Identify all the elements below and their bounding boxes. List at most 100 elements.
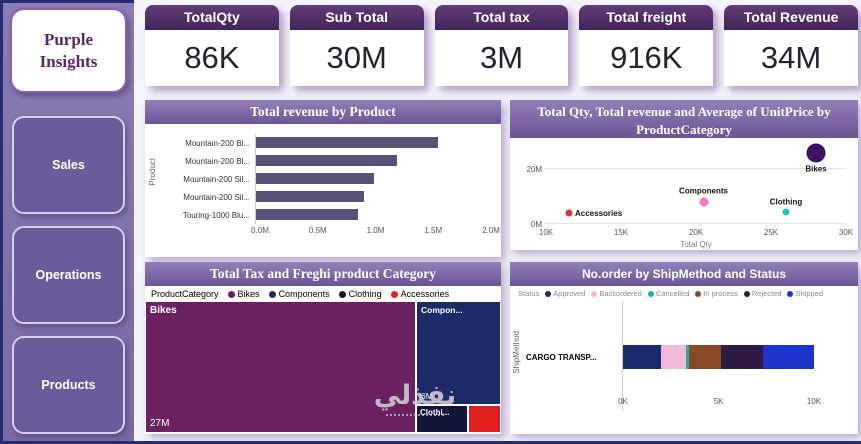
x-axis-tick: 1.0M <box>366 226 385 235</box>
treemap-node-components[interactable]: Compon... 6M <box>417 302 500 404</box>
x-axis-tick: 0.5M <box>308 226 327 235</box>
legend-item-bikes[interactable]: Bikes <box>227 289 260 299</box>
stacked-segment-rejected[interactable] <box>721 345 764 369</box>
treemap-node-bikes[interactable]: Bikes 27M <box>146 302 416 432</box>
stacked-bar <box>623 345 814 369</box>
legend-item-approved[interactable]: Approved <box>545 289 585 298</box>
chart-tax-freight-treemap: Total Tax and Freghi product Category Pr… <box>145 262 501 434</box>
kpi-card-total-tax[interactable]: Total tax 3M <box>434 5 569 86</box>
bar[interactable] <box>256 209 359 220</box>
revenue-ticks: 0.0M 0.5M 1.0M 1.5M 2.0M <box>251 224 500 237</box>
kpi-label: Total Revenue <box>724 5 858 30</box>
kpi-card-subtotal[interactable]: Sub Total 30M <box>289 5 424 86</box>
legend-dot <box>787 290 794 297</box>
legend-item-in-process[interactable]: In process <box>695 289 738 298</box>
legend-item-clothing[interactable]: Clothing <box>338 289 382 299</box>
legend-label: Backordered <box>599 289 642 298</box>
kpi-value: 3M <box>434 30 569 86</box>
treemap-node-label: Compon... <box>421 305 463 315</box>
stacked-segment-shipped[interactable] <box>763 345 814 369</box>
legend-items: Approved Backordered Cancelled In process Re… <box>545 289 823 298</box>
kpi-card-total-revenue[interactable]: Total Revenue 34M <box>724 5 858 86</box>
stacked-plot: 0K 5K 10K <box>618 301 821 411</box>
chart-qty-revenue-unitprice: Total Qty, Total revenue and Average of … <box>510 100 858 250</box>
legend-dot <box>227 290 235 298</box>
treemap-node-clothing[interactable]: Clothi... <box>417 406 467 432</box>
scatter-point-clothing[interactable]: Clothing <box>770 197 802 216</box>
sidebar-item-label: Operations <box>35 268 102 282</box>
bar-track <box>255 152 491 170</box>
bar-row: Touring-1000 Blu... <box>159 206 491 224</box>
legend-item-components[interactable]: Components <box>268 289 330 299</box>
x-axis-tick: 0.0M <box>251 226 269 235</box>
treemap-bottom-row: Clothi... <box>417 406 500 432</box>
sidebar-item-sales[interactable]: Sales <box>12 116 125 214</box>
scatter-point-components[interactable]: Components <box>679 187 728 207</box>
kpi-card-totalqty[interactable]: TotalQty 86K <box>145 5 279 86</box>
bar-track <box>255 134 491 152</box>
bar[interactable] <box>256 173 374 184</box>
x-axis-tick: 5K <box>713 397 724 406</box>
legend-label: Clothing <box>348 289 382 299</box>
legend-item-backordered[interactable]: Backordered <box>591 289 642 298</box>
legend-dot <box>647 290 654 297</box>
stacked-segment-backordered[interactable] <box>661 345 687 369</box>
legend-item-cancelled[interactable]: Cancelled <box>647 289 689 298</box>
sidebar-item-products[interactable]: Products <box>12 336 125 434</box>
bar[interactable] <box>256 137 439 148</box>
legend-dot <box>545 290 552 297</box>
kpi-value: 916K <box>579 30 714 86</box>
scatter-point-accessories[interactable]: Accessories <box>565 209 622 218</box>
stacked-segment-cancelled[interactable] <box>686 345 689 369</box>
kpi-label: Total tax <box>434 5 569 30</box>
kpi-value: 34M <box>724 30 858 86</box>
bar-row: Mountain-200 Sil... <box>159 188 491 206</box>
chart-title: Total revenue by Product <box>145 100 501 124</box>
legend-item-shipped[interactable]: Shipped <box>787 289 823 298</box>
gridline <box>544 223 846 224</box>
sidebar-item-label: Sales <box>52 158 85 172</box>
bar-category-label: Mountain-200 Sil... <box>183 174 250 184</box>
scatter-point-bikes[interactable]: Bikes <box>805 143 827 173</box>
stacked-segment-approved[interactable] <box>623 345 662 369</box>
legend-dot <box>338 290 346 298</box>
treemap-node-accessories[interactable] <box>468 406 500 432</box>
x-axis-tick: 1.5M <box>424 226 443 235</box>
treemap-legend: ProductCategory Bikes Components Clothing A… <box>145 286 501 302</box>
bar-row: Mountain-200 Bl... <box>159 152 491 170</box>
stacked-segment-in-process[interactable] <box>688 345 722 369</box>
legend-dot <box>390 290 398 298</box>
bar-track <box>255 188 491 206</box>
y-axis-tick: 0M <box>530 220 542 229</box>
stacked-chart-body: ShipMethod CARGO TRANSP... 0K 5K 10K <box>510 301 858 434</box>
legend-dot <box>591 290 598 297</box>
category-label: CARGO TRANSP... <box>526 353 597 362</box>
x-axis-tick: 0K <box>618 397 628 406</box>
revenue-rows: Mountain-200 Bl... Mountain-200 Bl... Moun… <box>159 134 491 224</box>
legend-item-accessories[interactable]: Accessories <box>390 289 449 299</box>
scatter-point-label: Accessories <box>575 208 623 218</box>
bar[interactable] <box>256 155 397 166</box>
x-axis-tick: 10K <box>806 397 822 406</box>
legend-dot <box>743 290 750 297</box>
kpi-label: Total freight <box>579 5 714 30</box>
bar-category-label: Mountain-200 Bl... <box>185 156 250 166</box>
x-axis-tick: 25K <box>763 228 779 237</box>
legend-label: Bikes <box>237 289 260 299</box>
kpi-card-total-freight[interactable]: Total freight 916K <box>579 5 714 86</box>
bar[interactable] <box>256 191 365 202</box>
chart-title: No.order by ShipMethod and Status <box>510 262 858 286</box>
legend-label: Rejected <box>751 289 782 298</box>
legend-item-rejected[interactable]: Rejected <box>743 289 782 298</box>
bar-track <box>255 206 491 224</box>
y-axis-tick: 20M <box>526 165 542 175</box>
sidebar-item-label: Products <box>41 378 96 392</box>
chart-orders-by-shipmethod: No.order by ShipMethod and Status Status… <box>510 262 858 434</box>
treemap-node-label: Clothi... <box>420 408 450 417</box>
scatter-body: Bikes Components Clothing Accessories 10K 15… <box>510 138 858 250</box>
app-logo: Purple Insights <box>39 30 98 71</box>
y-axis-label: ShipMethod <box>512 331 521 374</box>
sidebar-item-operations[interactable]: Operations <box>12 226 125 324</box>
legend-label: Components <box>278 289 330 299</box>
legend-title: ProductCategory <box>151 289 219 299</box>
